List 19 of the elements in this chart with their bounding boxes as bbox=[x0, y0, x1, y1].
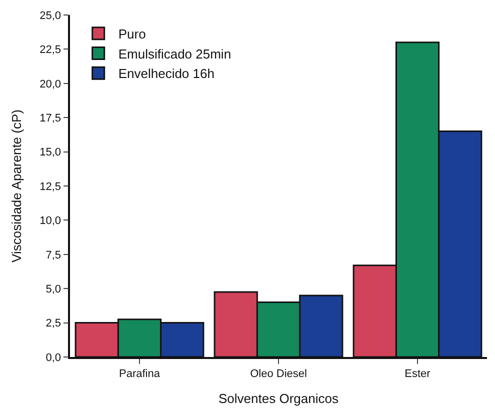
y-tick-label: 5,0 bbox=[46, 283, 62, 296]
x-tick-label: Oleo Diesel bbox=[250, 368, 307, 380]
y-tick-label: 20,0 bbox=[40, 78, 62, 90]
y-axis-title: Viscosidade Aparente (cP) bbox=[9, 110, 24, 262]
legend-label: Puro bbox=[118, 26, 146, 42]
y-tick-label: 25,0 bbox=[40, 10, 62, 22]
y-tick-label: 12,5 bbox=[40, 180, 62, 193]
y-tick-label: 0,0 bbox=[46, 352, 62, 364]
x-tick-label: Parafina bbox=[119, 368, 161, 380]
x-tick-label: Ester bbox=[404, 368, 431, 380]
y-tick-label: 22,5 bbox=[40, 44, 62, 56]
x-axis-title: Solventes Organicos bbox=[218, 391, 339, 406]
legend-label: Emulsificado 25min bbox=[118, 46, 232, 62]
y-tick-label: 7,5 bbox=[46, 249, 62, 262]
y-tick-label: 15,0 bbox=[40, 146, 62, 159]
y-tick-label: 10,0 bbox=[40, 215, 62, 228]
y-tick-label: 17,5 bbox=[40, 112, 62, 124]
y-tick-label: 2,5 bbox=[46, 318, 62, 330]
legend-label: Envelhecido 16h bbox=[118, 66, 214, 82]
